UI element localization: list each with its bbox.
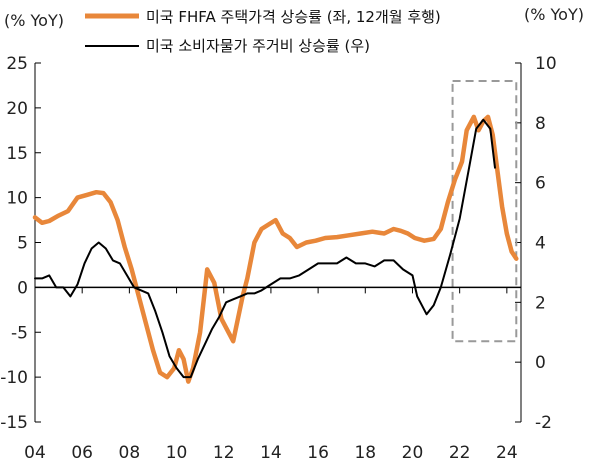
x-tick-label: 18 xyxy=(354,443,376,463)
x-tick-label: 22 xyxy=(449,443,471,463)
right-tick-label: 10 xyxy=(535,54,557,74)
left-tick-label: -5 xyxy=(11,323,28,343)
x-tick-label: 10 xyxy=(166,443,188,463)
left-tick-label: -10 xyxy=(0,368,28,388)
x-tick-label: 04 xyxy=(24,443,46,463)
highlight-box xyxy=(451,79,518,343)
left-tick-label: 0 xyxy=(17,278,28,298)
right-tick-label: -2 xyxy=(535,413,552,433)
legend-label-fhfa: 미국 FHFA 주택가격 상승률 (좌, 12개월 후행) xyxy=(146,8,441,26)
series-line-shelter-cpi xyxy=(34,118,496,379)
x-tick-label: 16 xyxy=(307,443,329,463)
x-tick-label: 14 xyxy=(260,443,282,463)
right-tick-label: 8 xyxy=(535,114,546,134)
x-tick-label: 24 xyxy=(496,443,518,463)
right-y-ticks: 10 8 6 4 2 0 -2 xyxy=(515,54,557,433)
highlight-region xyxy=(451,79,518,343)
legend-label-shelter-cpi: 미국 소비자물가 주거비 상승률 (우) xyxy=(146,37,370,55)
right-tick-label: 2 xyxy=(535,293,546,313)
x-tick-label: 12 xyxy=(213,443,235,463)
series-line-fhfa xyxy=(32,114,519,384)
left-tick-label: -15 xyxy=(0,413,28,433)
x-tick-label: 06 xyxy=(71,443,93,463)
left-y-ticks: 25 20 15 10 5 0 -5 -10 -15 xyxy=(0,54,41,433)
left-tick-label: 10 xyxy=(6,189,28,209)
legend: 미국 FHFA 주택가격 상승률 (좌, 12개월 후행) 미국 소비자물가 주… xyxy=(85,8,441,55)
right-axis-unit: (% YoY) xyxy=(524,5,584,24)
right-tick-label: 0 xyxy=(535,353,546,373)
x-tick-label: 08 xyxy=(119,443,141,463)
left-tick-label: 5 xyxy=(17,234,28,254)
left-axis-unit: (% YoY) xyxy=(4,11,64,30)
x-tick-label: 20 xyxy=(402,443,424,463)
left-tick-label: 15 xyxy=(6,144,28,164)
right-tick-label: 6 xyxy=(535,174,546,194)
x-ticks: 04 06 08 10 12 14 16 18 20 22 24 xyxy=(24,287,518,463)
left-tick-label: 20 xyxy=(6,99,28,119)
right-tick-label: 4 xyxy=(535,234,546,254)
left-tick-label: 25 xyxy=(6,54,28,74)
series-layer xyxy=(32,114,519,384)
